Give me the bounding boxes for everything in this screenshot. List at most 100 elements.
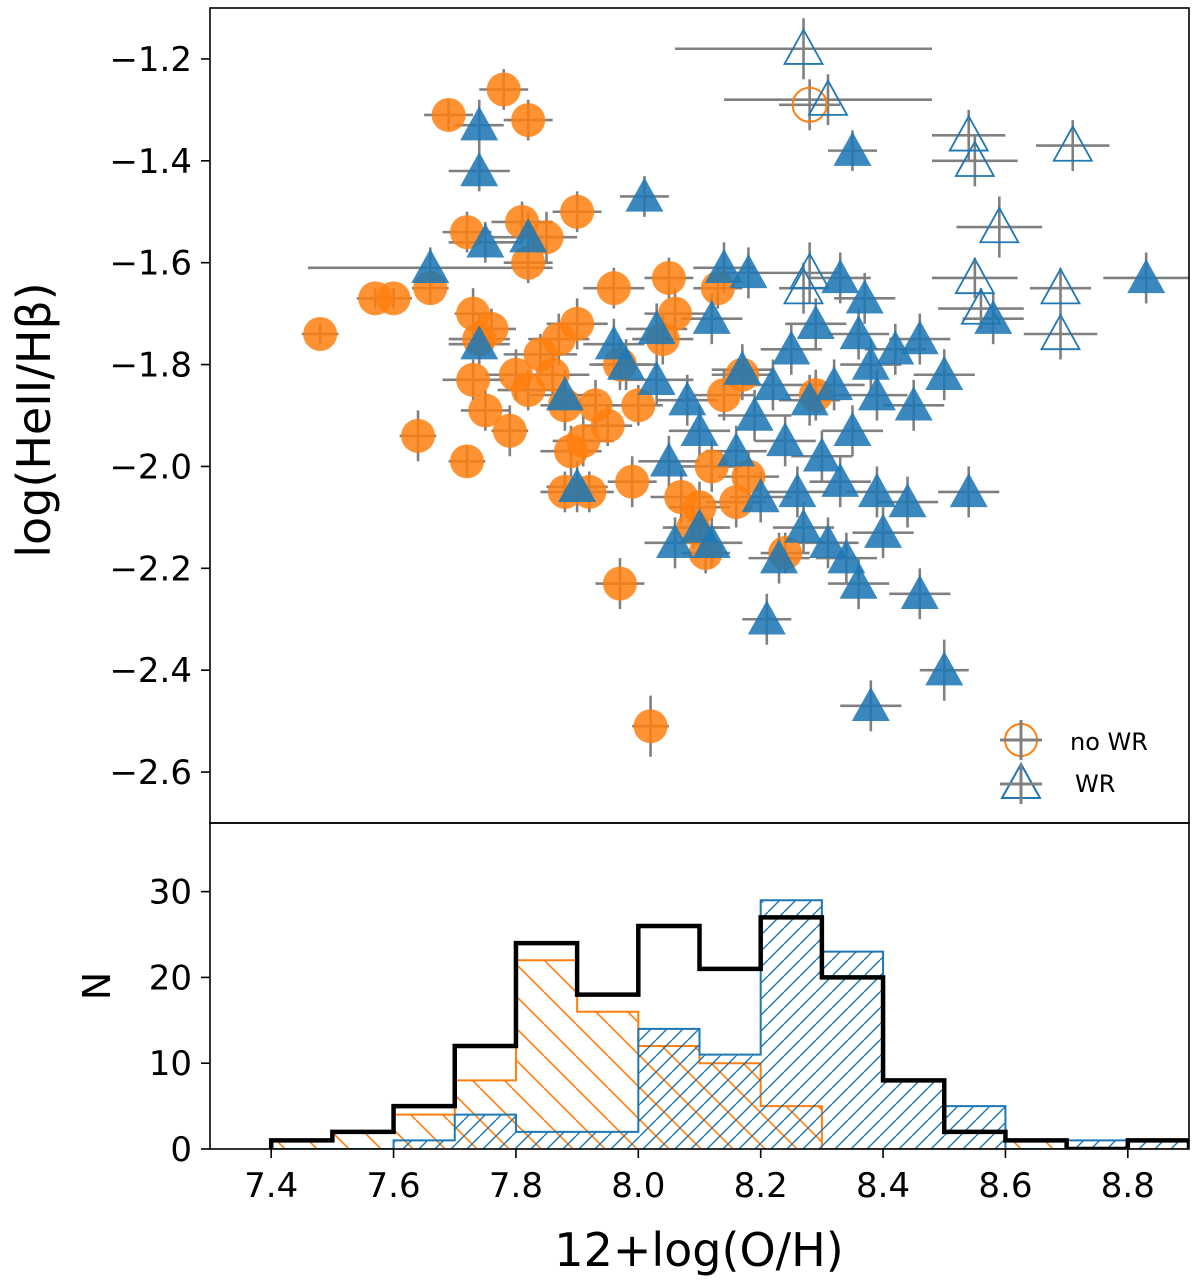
scatter-point-wr	[974, 299, 1013, 334]
scatter-y-tick-label: −2.2	[109, 549, 192, 589]
scatter-point-wr	[766, 421, 805, 457]
scatter-point-no-wr	[602, 566, 637, 601]
scatter-point-no-wr	[486, 72, 521, 107]
scatter-open-point-wr	[789, 252, 831, 289]
scatter-point-no-wr	[492, 413, 527, 448]
scatter-y-tick-label: −2.4	[109, 651, 192, 691]
histogram-bar-wr	[393, 1140, 455, 1149]
scatter-point-no-wr	[431, 97, 466, 132]
scatter-point-wr	[545, 376, 584, 411]
scatter-plot	[301, 18, 1189, 757]
scatter-point-no-wr	[596, 271, 631, 306]
scatter-point-wr	[796, 304, 835, 340]
x-tick-label: 8.6	[978, 1166, 1032, 1206]
scatter-point-wr	[864, 513, 903, 548]
scatter-point-no-wr	[376, 281, 411, 316]
histogram-outline-wr	[271, 899, 1189, 1149]
scatter-point-no-wr	[560, 194, 595, 229]
legend-label-wr: WR	[1075, 770, 1115, 798]
scatter-point-wr	[833, 131, 872, 166]
histogram-bar-wr	[944, 1106, 1006, 1149]
scatter-markers	[303, 27, 1166, 744]
histogram-bar-wr	[699, 1054, 761, 1149]
scatter-point-wr	[790, 381, 829, 416]
x-tick-label: 8.4	[856, 1166, 910, 1206]
scatter-point-no-wr	[449, 444, 484, 479]
scatter-point-no-wr	[658, 296, 693, 331]
histogram-bar-wr	[454, 1114, 516, 1149]
legend-label-no-wr: no WR	[1070, 728, 1148, 756]
scatter-point-wr	[821, 462, 860, 497]
scatter-open-point-wr	[948, 114, 990, 152]
scatter-open-point-wr	[1039, 267, 1082, 305]
scatter-point-wr	[900, 574, 939, 609]
x-tick-label: 8.2	[734, 1166, 788, 1206]
histogram-y-axis-label: N	[75, 972, 119, 1000]
scatter-point-wr	[784, 508, 823, 543]
scatter-point-no-wr	[651, 260, 686, 295]
scatter-point-no-wr	[456, 362, 491, 397]
scatter-point-wr	[808, 523, 847, 559]
histogram-bar-wr	[760, 900, 822, 1149]
scatter-point-wr	[925, 355, 964, 390]
histogram-bar-wr	[515, 1131, 578, 1149]
scatter-point-wr	[833, 411, 872, 446]
scatter-point-wr	[747, 600, 786, 635]
legend-marker-no-wr	[1000, 720, 1042, 760]
scatter-point-wr	[692, 523, 731, 559]
scatter-point-wr	[845, 279, 884, 314]
scatter-y-tick-label: −1.4	[109, 142, 192, 182]
scatter-point-wr	[729, 253, 768, 289]
scatter-point-no-wr	[682, 490, 717, 525]
scatter-point-wr	[723, 350, 762, 385]
scatter-open-point-wr	[954, 139, 996, 177]
scatter-y-ticks: −2.6 −2.4 −2.2 −2.0 −1.8 −1.6 −1.4 −1.2	[109, 40, 210, 793]
scatter-y-axis-label: log(HeII/Hβ)	[7, 282, 61, 557]
scatter-point-no-wr	[511, 245, 546, 280]
scatter-point-wr	[625, 177, 664, 212]
scatter-point-wr	[839, 564, 878, 599]
scatter-y-tick-label: −2.0	[109, 447, 192, 487]
scatter-open-point-no-wr	[791, 86, 828, 123]
histogram-bar-no-wr	[271, 1140, 333, 1149]
scatter-point-wr	[741, 478, 780, 513]
histogram-bar-no-wr	[1005, 1140, 1067, 1149]
scatter-point-wr	[637, 360, 676, 396]
scatter-point-wr	[925, 651, 964, 686]
histogram-bar-wr	[883, 1080, 945, 1149]
scatter-y-tick-label: −2.6	[109, 753, 192, 793]
scatter-point-wr	[894, 386, 933, 421]
x-tick-label: 7.4	[244, 1166, 298, 1206]
scatter-point-wr	[692, 299, 731, 334]
histogram-bar-wr	[1066, 1140, 1128, 1149]
scatter-point-wr	[760, 539, 799, 574]
scatter-point-no-wr	[303, 317, 338, 351]
histogram-axes-frame	[209, 822, 1190, 1150]
x-tick-label: 7.8	[489, 1166, 543, 1206]
scatter-point-wr	[460, 325, 499, 360]
histogram-bar-wr	[821, 951, 884, 1149]
scatter-point-no-wr	[560, 306, 595, 341]
scatter-point-wr	[876, 330, 915, 365]
scatter-point-wr	[607, 345, 646, 380]
scatter-open-point-wr	[954, 257, 996, 295]
scatter-point-wr	[753, 365, 792, 401]
scatter-point-wr	[900, 320, 939, 355]
scatter-open-point-wr	[960, 287, 1002, 325]
scatter-point-wr	[839, 315, 878, 350]
scatter-point-no-wr	[615, 464, 650, 499]
histogram-bar-no-wr	[577, 1011, 639, 1149]
scatter-point-no-wr	[590, 408, 625, 443]
scatter-point-wr	[1127, 258, 1166, 294]
histogram-bars	[268, 899, 1189, 1149]
x-tick-label: 7.6	[367, 1166, 421, 1206]
scatter-point-wr	[772, 330, 811, 365]
histogram-bar-no-wr	[515, 960, 578, 1149]
scatter-y-tick-label: −1.8	[109, 346, 192, 386]
scatter-point-no-wr	[633, 709, 668, 744]
scatter-open-point-wr	[1039, 313, 1082, 351]
histogram-y-tick-label: 20	[149, 958, 192, 998]
histogram-y-tick-label: 30	[149, 873, 192, 913]
axes-frames	[209, 7, 1190, 1150]
histogram-y-tick-label: 0	[170, 1130, 192, 1170]
